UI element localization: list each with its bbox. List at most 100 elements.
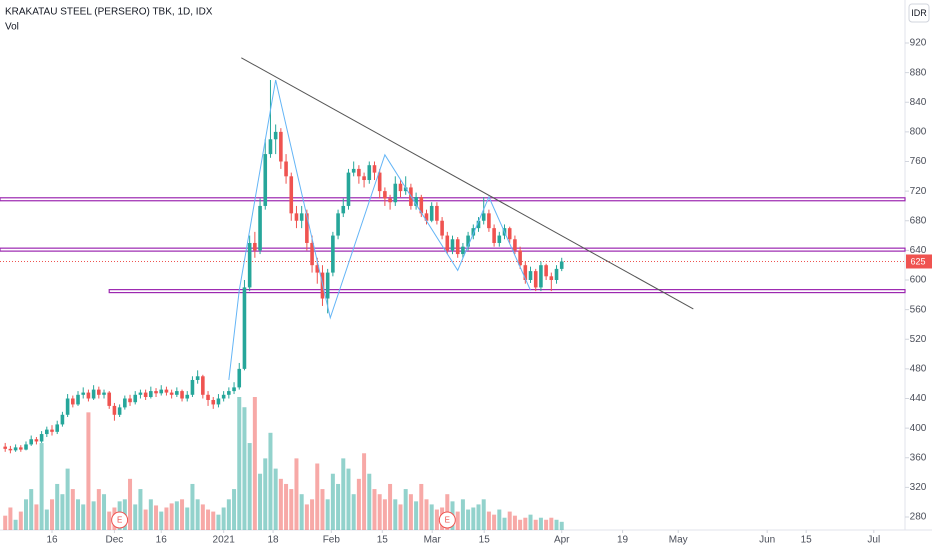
volume-bar — [403, 489, 408, 530]
candle-body — [55, 424, 60, 432]
candle-body — [227, 391, 231, 395]
candle-body — [71, 398, 75, 405]
x-tick-label: Jun — [759, 535, 775, 546]
volume-bar — [554, 519, 559, 530]
volume-bar — [346, 468, 351, 530]
volume-bar — [185, 507, 190, 530]
y-tick-label: 400 — [910, 423, 927, 434]
volume-bar — [393, 499, 398, 530]
zone — [0, 197, 906, 202]
y-tick-label: 480 — [910, 364, 927, 375]
volume-bar — [138, 489, 143, 530]
volume-bar — [86, 412, 91, 530]
y-tick-label: 440 — [910, 393, 927, 404]
volume-bar — [81, 504, 86, 530]
volume-bar — [247, 443, 252, 530]
candle-body — [128, 398, 132, 403]
candle-body — [471, 228, 476, 236]
zone — [108, 289, 906, 294]
x-tick-label: Mar — [424, 535, 442, 546]
pattern-line — [228, 79, 531, 381]
candle-body — [65, 398, 70, 415]
candle-body — [351, 168, 356, 173]
volume-bar — [507, 511, 512, 530]
candle-body — [164, 389, 169, 393]
candle-body — [476, 220, 481, 229]
x-tick-label: 16 — [46, 535, 58, 546]
candle-body — [273, 131, 278, 140]
volume-bar — [216, 514, 221, 530]
candle-body — [76, 394, 80, 405]
candle-body — [60, 414, 65, 425]
candle-body — [513, 239, 517, 251]
candle-body — [450, 239, 455, 251]
volume-bar — [34, 504, 39, 530]
volume-bar — [429, 504, 434, 530]
y-tick-label: 760 — [910, 156, 927, 167]
candle-body — [253, 242, 257, 251]
volume-bar — [55, 483, 60, 530]
candle-body — [180, 391, 184, 399]
volume-bar — [200, 504, 205, 530]
candle-body — [19, 447, 23, 450]
volume-bar — [320, 489, 325, 530]
earnings-marker — [111, 511, 129, 529]
candle-body — [159, 389, 164, 394]
candle-body — [533, 271, 538, 288]
volume-bar — [237, 397, 242, 530]
x-tick-label: Dec — [106, 535, 124, 546]
candle-body — [102, 392, 106, 395]
volume-bar — [471, 507, 476, 530]
volume-bar — [528, 514, 533, 530]
volume-bar — [466, 509, 471, 530]
currency: IDR — [911, 8, 927, 18]
candle-body — [289, 176, 294, 214]
x-tick-label: 19 — [617, 535, 629, 546]
volume-bar — [252, 397, 257, 530]
candle-body — [91, 389, 96, 399]
candle-body — [398, 183, 403, 192]
volume-bar — [226, 499, 231, 530]
volume-bar — [460, 499, 465, 530]
volume-bar — [258, 473, 263, 530]
candle-body — [414, 197, 418, 206]
candle-body — [523, 265, 528, 280]
volume-bar — [549, 517, 554, 530]
volume-bar — [476, 504, 481, 530]
candle-body — [284, 161, 288, 177]
candle-body — [8, 448, 13, 451]
x-tick-label: 15 — [479, 535, 491, 546]
volume-bar — [143, 509, 148, 530]
currency-box — [908, 3, 930, 23]
candle-body — [237, 368, 242, 388]
candle-body — [528, 271, 533, 280]
volume-bar — [367, 473, 372, 530]
candle-body — [154, 391, 158, 394]
volume-bar — [65, 468, 70, 530]
volume-bar — [523, 517, 528, 530]
volume-bar — [91, 501, 96, 530]
candle-body — [175, 391, 179, 395]
candle-body — [279, 131, 283, 162]
volume-bar — [169, 503, 174, 530]
y-tick-label: 640 — [910, 245, 927, 256]
candle-body — [393, 183, 398, 203]
volume-bar — [195, 499, 200, 530]
volume-bar — [278, 478, 283, 530]
volume-bar — [492, 514, 497, 530]
candle-body — [169, 392, 174, 395]
volume-bar — [486, 511, 491, 530]
volume-bar — [294, 458, 299, 530]
volume-bar — [232, 489, 237, 530]
y-tick-label: 840 — [910, 97, 927, 108]
volume-bar — [414, 501, 419, 530]
candle-body — [34, 439, 39, 442]
trend-line — [241, 57, 694, 310]
volume-bar — [544, 519, 549, 530]
candle-body — [81, 392, 86, 395]
volume-bar — [107, 511, 112, 530]
volume-bar — [128, 478, 133, 530]
x-tick-label: 18 — [267, 535, 279, 546]
y-tick-label: 280 — [910, 512, 927, 523]
volume-bar — [533, 519, 538, 530]
